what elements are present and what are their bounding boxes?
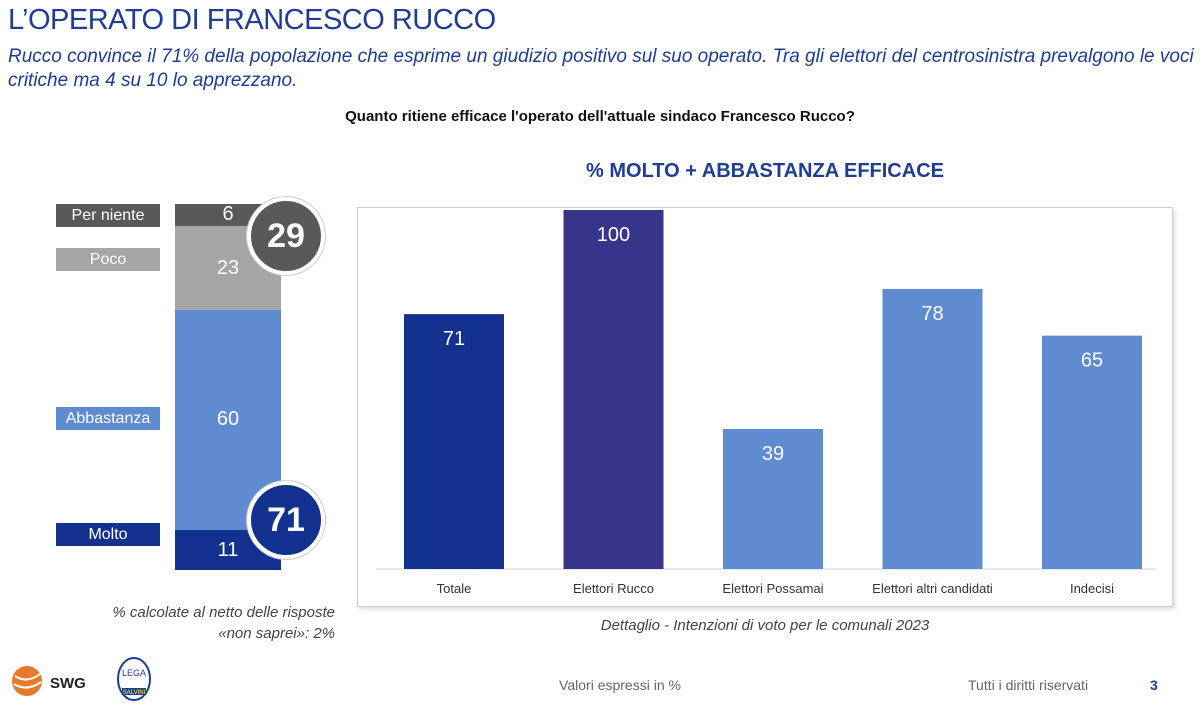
- label-per-niente: Per niente: [56, 204, 160, 227]
- tick-label: Totale: [437, 581, 472, 596]
- note: % calcolate al netto delle risposte «non…: [112, 604, 335, 642]
- chart-title: % MOLTO + ABBASTANZA EFFICACE: [586, 160, 944, 182]
- label-abbastanza: Abbastanza: [56, 407, 160, 430]
- tick-label: Indecisi: [1070, 581, 1114, 596]
- swg-logo: SWG: [10, 664, 90, 703]
- tick-label: Elettori altri candidati: [872, 581, 993, 596]
- footer-rights: Tutti i diritti riservati: [968, 677, 1089, 693]
- data-label: 65: [1081, 350, 1103, 372]
- bar-0: [404, 314, 504, 569]
- footer-units: Valori espressi in %: [559, 677, 681, 693]
- lega-logo: LEGA SALVINI: [116, 656, 152, 707]
- data-label: 39: [762, 443, 784, 465]
- label-molto: Molto: [56, 523, 160, 546]
- bar-3: [882, 288, 983, 569]
- data-label: 100: [597, 224, 630, 246]
- total-positive-badge: 71: [247, 481, 325, 559]
- total-negative-badge: 29: [247, 197, 325, 275]
- bar-chart: 71 Totale 100 Elettori Rucco 39 Elettori Poss…: [376, 210, 1156, 596]
- tick-label: Elettori Possamai: [722, 581, 823, 596]
- svg-text:SALVINI: SALVINI: [123, 690, 146, 696]
- chart-xlabel: Dettaglio - Intenzioni di voto per le co…: [600, 617, 930, 634]
- bar-4: [1042, 335, 1142, 569]
- svg-text:LEGA: LEGA: [122, 668, 146, 678]
- data-label: 78: [921, 303, 943, 325]
- question: Quanto ritiene efficace l'operato dell'a…: [345, 108, 855, 125]
- page-title: L’OPERATO DI FRANCESCO RUCCO: [8, 4, 496, 36]
- tick-label: Elettori Rucco: [573, 581, 654, 596]
- subtitle: Rucco convince il 71% della popolazione …: [8, 46, 1194, 91]
- bar-1: [563, 210, 664, 569]
- page-number: 3: [1150, 677, 1158, 693]
- data-label: 71: [443, 328, 465, 350]
- bar-2: [723, 428, 823, 569]
- bar-chart-frame: 71 Totale 100 Elettori Rucco 39 Elettori Poss…: [357, 207, 1173, 607]
- label-poco: Poco: [56, 248, 160, 271]
- svg-text:SWG: SWG: [50, 675, 86, 692]
